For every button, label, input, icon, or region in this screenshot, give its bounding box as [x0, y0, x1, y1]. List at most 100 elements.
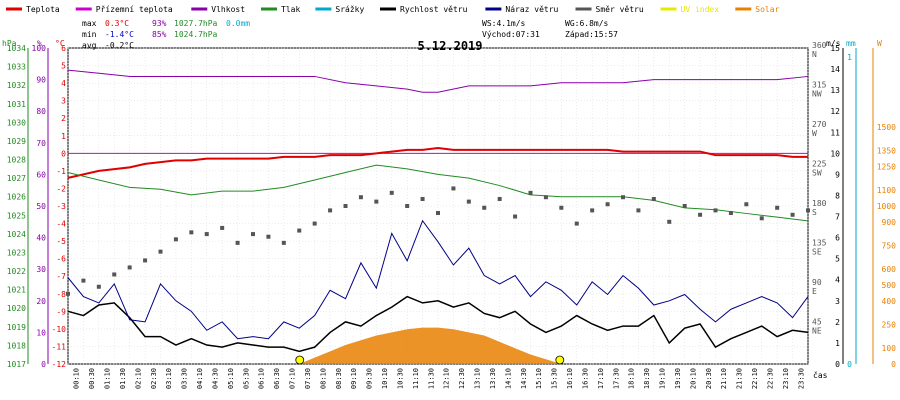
temperature-axis-tick-label: -12 — [52, 360, 67, 369]
pressure-axis-tick-label: 1017 — [7, 360, 26, 369]
x-tick-label: 08:10 — [319, 368, 327, 389]
axes-layer: hPa% °C1034103310321031103010291028102710… — [2, 39, 896, 389]
stat-min-hum: 85% — [152, 30, 167, 39]
wind-direction-point — [605, 202, 610, 207]
direction-axis-compass-label: E — [812, 287, 817, 296]
wind-axis-tick-label: 11 — [830, 128, 840, 137]
pressure-axis-unit: hPa — [2, 39, 17, 48]
wind-direction-point — [328, 208, 333, 213]
rain-axis-tick-label: 0 — [847, 360, 852, 369]
wind-direction-point — [667, 219, 672, 224]
legend-label: Teplota — [26, 5, 60, 14]
humidity-axis-tick-label: 30 — [36, 265, 46, 274]
temperature-axis-unit: °C — [55, 39, 65, 48]
temperature-axis-tick-label: -6 — [56, 255, 66, 264]
pressure-axis-tick-label: 1021 — [7, 286, 26, 295]
pressure-axis-tick-label: 1019 — [7, 323, 26, 332]
x-tick-label: 05:30 — [242, 368, 250, 389]
solar-axis-tick-label: 1500 — [877, 123, 896, 132]
legend-label: Vlhkost — [211, 5, 245, 14]
x-tick-label: 10:10 — [381, 368, 389, 389]
wind-axis-tick-label: 15 — [830, 44, 840, 53]
sunset-marker — [555, 355, 565, 365]
wind-direction-point — [312, 221, 317, 226]
temperature-axis-tick-label: 3 — [61, 97, 66, 106]
wind-direction-point — [436, 211, 440, 216]
x-tick-label: 01:10 — [104, 368, 112, 389]
solar-axis-tick-label: 100 — [882, 344, 897, 353]
humidity-axis-tick-label: 50 — [36, 202, 46, 211]
direction-axis-compass-label: SW — [812, 169, 822, 178]
humidity-axis-tick-label: 70 — [36, 139, 46, 148]
stat-avg-label: avg — [82, 41, 97, 50]
x-tick-label: 17:10 — [597, 368, 605, 389]
solar-axis-tick-label: 600 — [882, 265, 897, 274]
humidity-axis-tick-label: 60 — [36, 170, 46, 179]
direction-axis-tick-label: 90 — [812, 278, 822, 287]
pressure-axis-tick-label: 1034 — [7, 44, 26, 53]
x-tick-label: 00:10 — [73, 368, 81, 389]
grid — [67, 47, 809, 365]
wind-axis-tick-label: 0 — [835, 360, 840, 369]
temperature-axis-tick-label: 4 — [61, 79, 66, 88]
direction-axis-tick-label: 315 — [812, 81, 827, 90]
solar-axis-tick-label: 750 — [882, 242, 897, 251]
wind-axis-tick-label: 7 — [835, 213, 840, 222]
wind-direction-point — [759, 216, 764, 221]
wind-direction-point — [590, 208, 595, 213]
x-tick-label: 09:10 — [350, 368, 358, 389]
wind-axis-unit: m/s — [826, 39, 841, 48]
wind-direction-point — [189, 230, 194, 235]
direction-axis-tick-label: 135 — [812, 239, 827, 248]
direction-axis-compass-label: NW — [812, 90, 822, 99]
direction-axis-compass-label: NE — [812, 327, 822, 336]
wind-direction-point — [806, 208, 810, 213]
direction-axis-tick-label: 45 — [812, 318, 822, 327]
series-layer — [66, 69, 810, 365]
temperature-axis-tick-label: -1 — [56, 167, 66, 176]
direction-axis-tick-label: 360 — [812, 41, 827, 50]
wind-direction-point — [621, 195, 625, 200]
wind-direction-point — [497, 196, 502, 201]
direction-axis-compass-label: SE — [812, 248, 822, 257]
stat-rain: 0.0mm — [226, 19, 250, 28]
temperature-axis-tick-label: -3 — [56, 202, 66, 211]
temperature-axis-tick-label: 5 — [61, 62, 66, 71]
wind-axis-tick-label: 6 — [835, 234, 840, 243]
x-tick-label: 17:30 — [612, 368, 620, 389]
stat-max-label: max — [82, 19, 97, 28]
x-tick-label: 08:30 — [335, 368, 343, 389]
x-tick-label: 06:10 — [258, 368, 266, 389]
legend-label: UV index — [681, 5, 720, 14]
wind-gust-line — [67, 219, 809, 340]
wind-axis-tick-label: 13 — [830, 86, 840, 95]
temperature-axis-tick-label: -11 — [52, 342, 67, 351]
humidity-axis-tick-label: 20 — [36, 297, 46, 306]
legend-label: Přízemní teplota — [96, 5, 173, 14]
x-tick-label: 20:30 — [705, 368, 713, 389]
direction-axis-tick-label: 225 — [812, 160, 827, 169]
wind-direction-point — [251, 232, 255, 237]
humidity-axis-unit: % — [37, 39, 42, 48]
wind-direction-point — [158, 249, 163, 254]
pressure-axis-tick-label: 1029 — [7, 137, 26, 146]
wind-direction-point — [358, 195, 363, 200]
wind-direction-point — [451, 186, 456, 191]
x-tick-label: 20:10 — [689, 368, 697, 389]
solar-axis-tick-label: 400 — [882, 297, 897, 306]
wind-direction-point — [482, 205, 487, 210]
rain-axis-unit: mm — [846, 39, 856, 48]
direction-axis-tick-label: 180 — [812, 199, 827, 208]
x-tick-label: 15:10 — [535, 368, 543, 389]
wind-direction-point — [173, 237, 178, 242]
legend-label: Směr větru — [596, 5, 644, 14]
wind-direction-point — [790, 212, 795, 217]
stat-min-temp: -1.4°C — [105, 30, 134, 39]
wind-direction-point — [143, 258, 148, 263]
legend-label: Srážky — [335, 5, 364, 14]
x-tick-label: 22:10 — [751, 368, 759, 389]
wind-direction-point — [728, 211, 733, 216]
wind-axis-tick-label: 4 — [835, 276, 840, 285]
legend: Teplota Přízemní teplota Vlhkost Tlak Srážky… — [6, 5, 780, 14]
